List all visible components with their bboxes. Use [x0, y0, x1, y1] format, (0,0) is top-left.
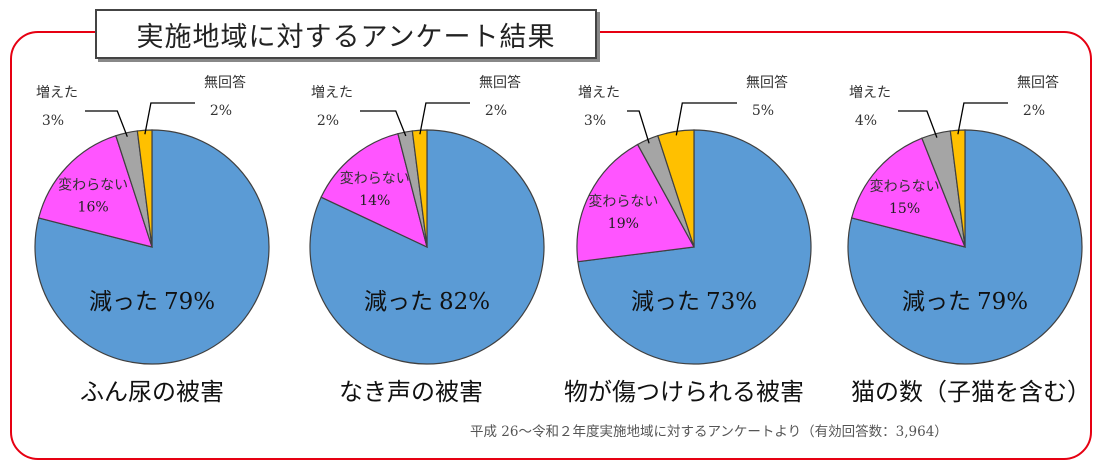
label-decreased-value: 79%: [164, 289, 215, 315]
label-increased-value: 3%: [42, 113, 64, 129]
pie-slice-unchanged: [320, 132, 428, 249]
leader-line-increased: [627, 110, 650, 144]
label-no-answer-name: 無回答: [204, 74, 246, 91]
label-decreased: 減った 79%: [902, 289, 1028, 315]
leader-line-no-answer: [144, 102, 195, 135]
leader-line-no-answer: [675, 102, 737, 136]
label-no-answer-name: 無回答: [479, 74, 521, 91]
label-unchanged-name: 変わらない: [340, 170, 410, 187]
label-decreased-name: 減った: [364, 289, 433, 315]
label-decreased-name: 減った: [631, 289, 700, 315]
pie-slice-no-answer: [657, 129, 695, 248]
footnote: 平成 26～令和２年度実施地域に対するアンケートより（有効回答数：3,964）: [470, 424, 948, 440]
label-increased-value: 3%: [584, 113, 606, 129]
label-decreased: 減った 73%: [631, 289, 757, 315]
label-unchanged-value: 16%: [78, 199, 109, 215]
chart-title-cat-count: 猫の数（子猫を含む）: [851, 378, 1091, 406]
pie-slice-unchanged: [37, 134, 153, 248]
label-decreased-value: 73%: [706, 289, 757, 315]
label-decreased-name: 減った: [89, 289, 158, 315]
label-no-answer-value: 5%: [752, 103, 774, 119]
label-increased-value: 2%: [317, 113, 339, 129]
page-title-text: 実施地域に対するアンケート結果: [136, 21, 556, 53]
chart-title-meowing: なき声の被害: [339, 378, 483, 406]
label-increased-name: 増えた: [849, 85, 891, 101]
pie-slice-no-answer: [411, 129, 428, 248]
leader-line-no-answer: [957, 102, 1008, 135]
label-increased-name: 増えた: [36, 85, 78, 101]
label-no-answer-value: 2%: [1023, 103, 1045, 119]
label-no-answer-name: 無回答: [1017, 74, 1059, 91]
label-increased-value: 4%: [855, 113, 877, 129]
label-decreased-value: 79%: [977, 289, 1028, 315]
pie-slice-unchanged: [576, 143, 695, 263]
pie-slice-no-answer: [949, 129, 966, 248]
page-title: 実施地域に対するアンケート結果: [95, 9, 597, 59]
label-no-answer-value: 2%: [485, 103, 507, 119]
label-no-answer-value: 2%: [210, 103, 232, 119]
label-unchanged-value: 14%: [359, 193, 390, 209]
label-increased-name: 増えた: [311, 85, 353, 101]
leader-line-increased: [898, 110, 938, 138]
leader-line-no-answer: [419, 102, 470, 135]
label-increased-name: 増えた: [578, 85, 620, 101]
label-unchanged-value: 15%: [889, 201, 920, 217]
chart-title-feces: ふん尿の被害: [80, 378, 224, 406]
leader-line-increased: [360, 110, 407, 137]
label-decreased: 減った 79%: [89, 289, 215, 315]
label-decreased: 減った 82%: [364, 289, 490, 315]
label-unchanged-name: 変わらない: [58, 176, 128, 193]
label-no-answer-name: 無回答: [746, 74, 788, 91]
label-unchanged-name: 変わらない: [870, 178, 940, 195]
pie-slice-unchanged: [850, 137, 966, 248]
leader-line-increased: [85, 110, 128, 137]
pie-slice-no-answer: [136, 129, 153, 248]
label-decreased-value: 82%: [439, 289, 490, 315]
label-unchanged-value: 19%: [608, 216, 639, 232]
label-decreased-name: 減った: [902, 289, 971, 315]
chart-title-property-damage: 物が傷つけられる被害: [564, 378, 804, 406]
label-unchanged-name: 変わらない: [588, 193, 658, 210]
